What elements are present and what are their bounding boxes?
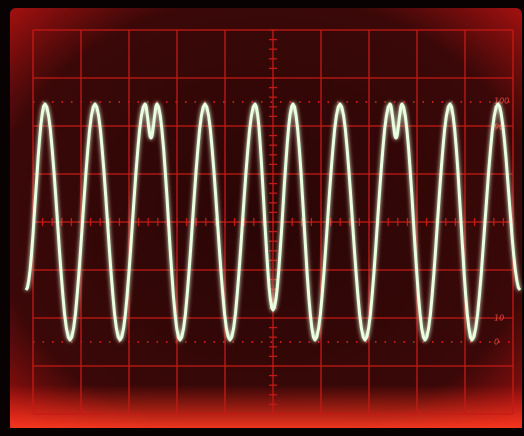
graticule-label: 0 — [494, 338, 499, 347]
graticule-label: 100 — [494, 97, 509, 106]
screen-glow — [10, 385, 522, 428]
graticule-label: 90 — [494, 123, 504, 132]
graticule-labels: 100 90 10 0 — [494, 97, 509, 347]
graticule-label: 10 — [494, 314, 504, 323]
waveform-trace — [24, 102, 522, 342]
